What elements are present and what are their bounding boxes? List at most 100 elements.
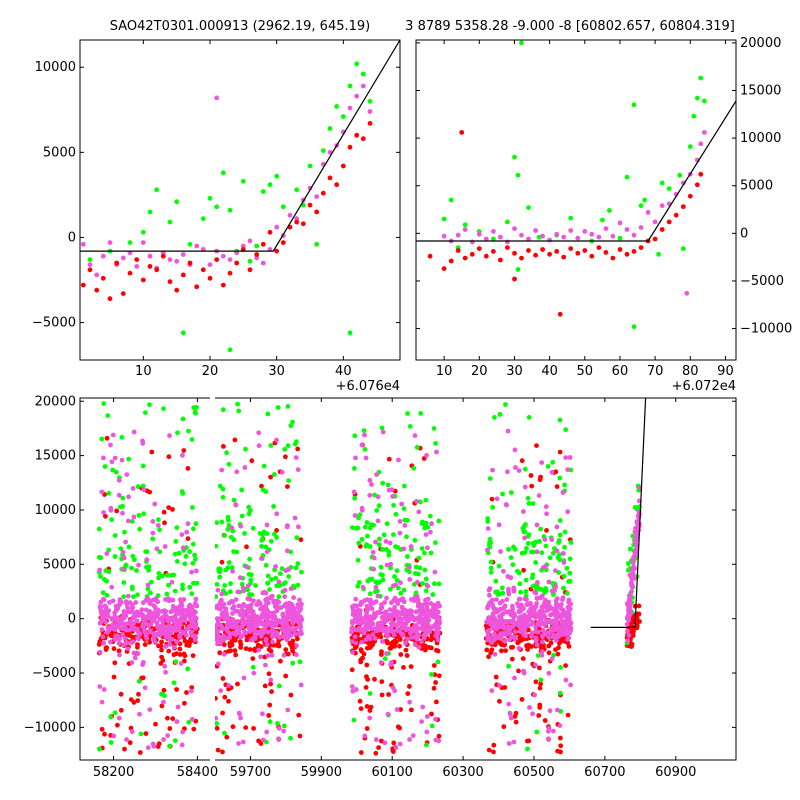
magenta-point (101, 510, 106, 515)
magenta-point (554, 633, 560, 638)
magenta-point (193, 568, 199, 574)
green-point (490, 504, 496, 510)
green-point (557, 690, 563, 696)
magenta-point (375, 625, 381, 630)
magenta-point (568, 228, 574, 233)
red-point (652, 236, 658, 242)
red-point (368, 643, 374, 649)
green-point (404, 534, 409, 540)
y-tick-label: 0 (740, 226, 748, 241)
red-point (256, 738, 261, 744)
magenta-point (357, 611, 363, 617)
green-point (334, 104, 340, 109)
green-point (506, 546, 511, 552)
magenta-point (168, 630, 174, 635)
magenta-point (401, 546, 407, 552)
green-point (352, 466, 357, 471)
magenta-point (256, 430, 262, 436)
magenta-point (635, 519, 641, 525)
magenta-point (285, 707, 291, 713)
green-point (356, 580, 362, 585)
magenta-point (412, 628, 417, 634)
red-point (610, 255, 616, 261)
magenta-point (251, 620, 257, 626)
magenta-point (416, 644, 422, 650)
magenta-point (374, 472, 379, 477)
green-point (420, 519, 425, 525)
magenta-point (246, 618, 251, 623)
magenta-point (264, 549, 270, 555)
red-point (367, 708, 373, 713)
red-point (127, 270, 133, 276)
magenta-point (285, 548, 290, 554)
red-point (156, 643, 162, 649)
green-point (492, 415, 497, 420)
red-point (376, 745, 381, 750)
green-point (380, 572, 385, 578)
magenta-point (214, 95, 220, 101)
magenta-point (433, 716, 438, 722)
magenta-point (380, 625, 386, 631)
magenta-point (169, 626, 174, 631)
magenta-point (298, 624, 303, 630)
magenta-point (530, 619, 535, 625)
magenta-point (120, 632, 126, 637)
magenta-point (180, 252, 186, 257)
magenta-point (359, 442, 365, 448)
magenta-point (261, 737, 266, 743)
fit-line (80, 40, 400, 252)
magenta-point (575, 235, 581, 241)
x-tick-label: 10 (436, 364, 453, 379)
magenta-point (624, 621, 630, 627)
magenta-point (397, 530, 403, 536)
green-point (529, 549, 534, 555)
magenta-point (297, 631, 302, 637)
red-point (360, 136, 366, 142)
magenta-point (234, 469, 240, 475)
red-point (519, 697, 525, 702)
green-point (240, 178, 246, 184)
green-point (340, 114, 346, 119)
green-point (377, 536, 382, 542)
green-point (431, 426, 437, 431)
magenta-point (349, 684, 355, 689)
green-point (354, 61, 360, 67)
green-point (148, 579, 154, 585)
y-tick-label: 10000 (35, 60, 76, 75)
y-tick-label: 15000 (740, 83, 781, 98)
magenta-point (412, 624, 418, 629)
magenta-point (393, 745, 399, 750)
red-point (142, 642, 148, 647)
magenta-point (511, 615, 517, 620)
magenta-point (596, 234, 602, 240)
red-point (298, 537, 304, 543)
magenta-point (220, 253, 226, 259)
red-point (509, 656, 515, 662)
red-point (219, 559, 225, 565)
magenta-point (219, 604, 225, 610)
magenta-point (485, 526, 491, 531)
red-point (159, 639, 165, 645)
magenta-point (246, 609, 252, 615)
red-point (200, 267, 206, 273)
red-point (285, 651, 291, 657)
magenta-point (174, 618, 180, 624)
magenta-point (553, 584, 559, 589)
green-point (275, 721, 280, 726)
x-tick-label: 60700 (584, 765, 625, 780)
magenta-point (500, 622, 506, 627)
magenta-point (140, 240, 146, 246)
magenta-point (180, 729, 186, 735)
magenta-point (100, 634, 106, 640)
magenta-point (150, 519, 156, 524)
green-point (500, 491, 505, 497)
red-point (540, 247, 545, 252)
green-point (391, 503, 396, 508)
red-point (379, 692, 385, 698)
magenta-point (565, 467, 570, 472)
y-tick-label: 0 (68, 230, 76, 245)
magenta-point (225, 618, 231, 624)
magenta-point (367, 492, 373, 498)
magenta-point (485, 605, 490, 611)
magenta-point (263, 636, 269, 642)
